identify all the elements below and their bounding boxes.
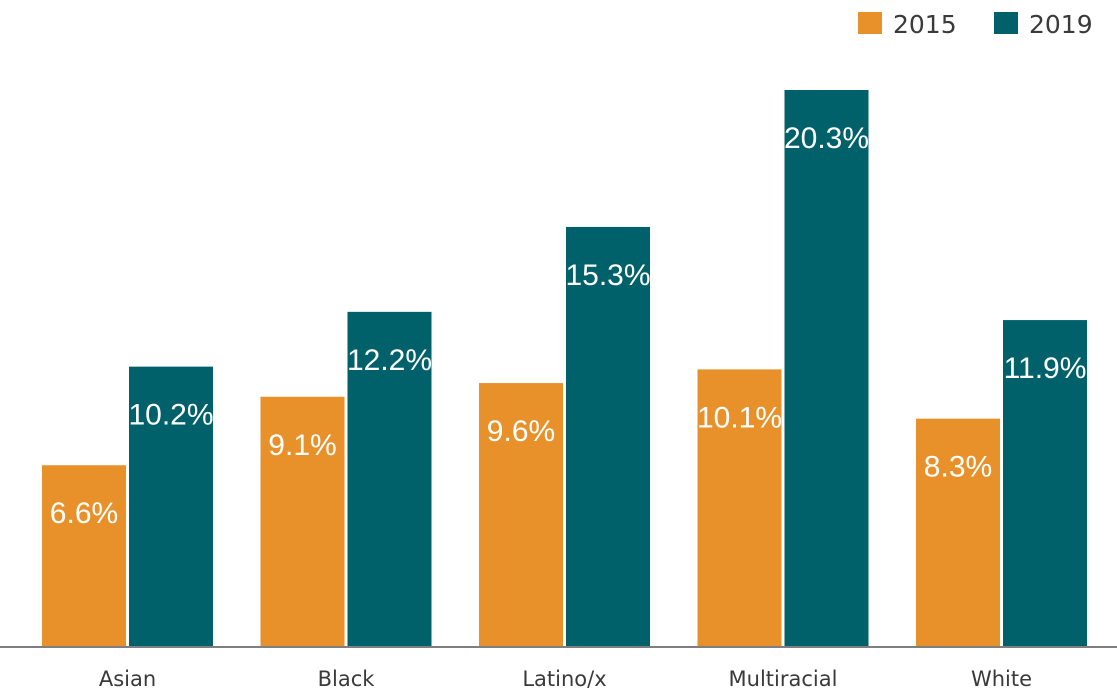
x-tick-label: White xyxy=(971,667,1032,691)
bar-asian-2015 xyxy=(42,465,126,646)
legend-swatch-2015 xyxy=(858,12,882,34)
value-label-white-2019: 11.9% xyxy=(1004,352,1087,385)
value-label-asian-2019: 10.2% xyxy=(128,399,213,432)
value-label-black-2015: 9.1% xyxy=(268,429,336,462)
bar-multiracial-2015 xyxy=(697,369,782,646)
value-label-white-2015: 8.3% xyxy=(924,451,992,484)
value-label-latino-x-2019: 15.3% xyxy=(565,259,650,292)
bar-white-2015 xyxy=(916,418,1000,646)
value-labels-group: 6.6% 10.2% 9.1% 12.2% 9.6% 15.3% 10.1% 20.3% 8.3… xyxy=(50,122,1087,530)
legend-swatch-2019 xyxy=(994,12,1018,34)
legend: 2015 2019 xyxy=(858,10,1093,39)
value-label-asian-2015: 6.6% xyxy=(50,497,118,530)
legend-label-2015: 2015 xyxy=(893,10,957,39)
x-tick-label: Latino/x xyxy=(522,667,606,691)
value-label-black-2019: 12.2% xyxy=(347,344,432,377)
x-tick-label: Multiracial xyxy=(729,667,838,691)
value-label-multiracial-2019: 20.3% xyxy=(784,122,869,155)
value-label-latino-x-2015: 9.6% xyxy=(487,415,555,448)
x-tick-label: Black xyxy=(318,667,376,691)
bar-latino-x-2015 xyxy=(479,383,563,646)
x-tick-labels-group: Asian Black Latino/x Multiracial White xyxy=(99,667,1032,691)
bar-white-2019 xyxy=(1003,320,1087,646)
bar-latino-x-2019 xyxy=(566,226,650,647)
x-tick-label: Asian xyxy=(99,667,156,691)
value-label-multiracial-2015: 10.1% xyxy=(697,401,782,434)
bars-group xyxy=(42,90,1087,647)
bar-black-2019 xyxy=(347,311,432,646)
bar-multiracial-2019 xyxy=(784,90,869,646)
legend-label-2019: 2019 xyxy=(1029,10,1093,39)
bar-black-2015 xyxy=(260,396,345,646)
bar-asian-2019 xyxy=(129,366,213,646)
